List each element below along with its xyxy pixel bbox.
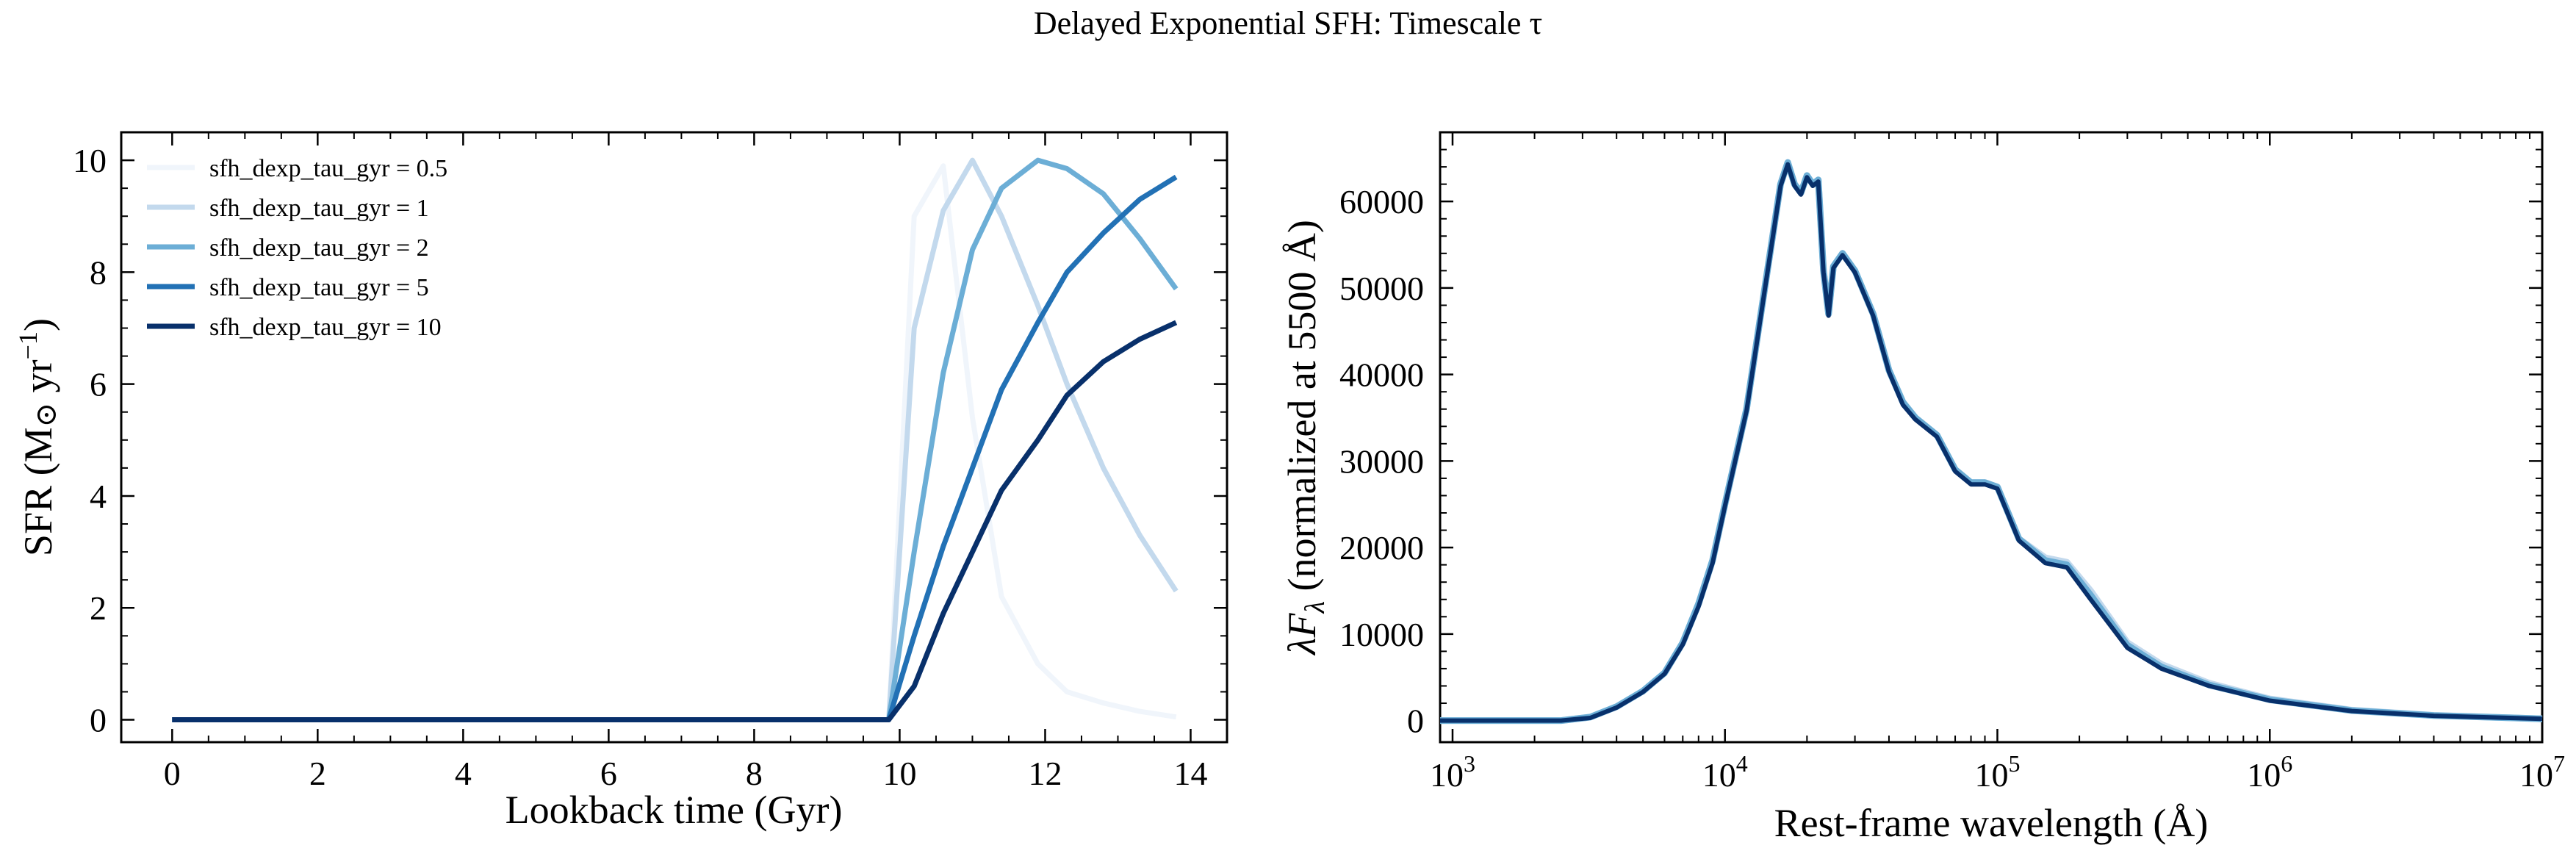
- sed-plot-frame: [1439, 131, 2544, 744]
- sfh-y-axis-label: SFR (M⊙ yr−1): [13, 318, 62, 556]
- sfh-x-tick-label: 2: [309, 755, 326, 792]
- sed-y-tick-label: 20000: [1339, 529, 1424, 567]
- sfh-x-tick-label: 10: [882, 755, 916, 792]
- sed-ticks: 103 104 105 106 107 0 10000 20000 30000 40000 5000…: [1339, 132, 2565, 794]
- sed-y-axis-label: λFλ (normalized at 5500 Å): [1280, 220, 1331, 656]
- sfh-plot-frame: [120, 131, 1228, 744]
- sfh-legend-label: sfh_dexp_tau_gyr = 2: [209, 234, 429, 262]
- sfh-x-tick-label: 4: [455, 755, 472, 792]
- sfh-x-tick-label: 6: [600, 755, 617, 792]
- sfh-y-tick-label: 0: [90, 702, 107, 739]
- sed-y-tick-label: 50000: [1339, 270, 1424, 307]
- sfh-chart: 0 2 4 6 8 10 12 14 0 2 4 6 8 10 sfh_dexp_tau_gyr = 0.…: [13, 131, 1228, 832]
- sed-series-line-2: [1440, 162, 2543, 723]
- sfh-x-tick-label: 0: [164, 755, 181, 792]
- sed-series-line-1: [1440, 159, 2543, 725]
- sfh-legend-label: sfh_dexp_tau_gyr = 10: [209, 314, 442, 341]
- sfh-legend-label: sfh_dexp_tau_gyr = 5: [209, 274, 429, 301]
- sfh-legend: sfh_dexp_tau_gyr = 0.5 sfh_dexp_tau_gyr =…: [147, 155, 447, 341]
- sed-y-tick-label: 40000: [1339, 356, 1424, 394]
- sfh-y-tick-label: 8: [90, 254, 107, 291]
- sed-y-tick-label: 10000: [1339, 616, 1424, 653]
- sfh-series-line-4: [172, 320, 1178, 722]
- sed-x-tick-label: 107: [2519, 750, 2565, 794]
- sfh-legend-label: sfh_dexp_tau_gyr = 1: [209, 195, 429, 222]
- figure-title: Delayed Exponential SFH: Timescale τ: [1034, 5, 1542, 41]
- sfh-y-tick-label: 6: [90, 366, 107, 403]
- sed-y-tick-label: 60000: [1339, 183, 1424, 220]
- sed-y-tick-label: 30000: [1339, 442, 1424, 480]
- sed-chart: 103 104 105 106 107 0 10000 20000 30000 40000 5000…: [1280, 131, 2565, 845]
- sed-series: [1440, 159, 2543, 725]
- sed-x-tick-label: 105: [1974, 750, 2020, 794]
- sfh-x-tick-label: 14: [1173, 755, 1207, 792]
- sfh-legend-label: sfh_dexp_tau_gyr = 0.5: [209, 155, 447, 182]
- sed-x-tick-label: 106: [2247, 750, 2292, 794]
- sed-x-tick-label: 104: [1702, 750, 1748, 794]
- sed-x-tick-label: 103: [1430, 750, 1475, 794]
- sfh-series: [172, 157, 1179, 722]
- sfh-y-tick-label: 4: [90, 478, 107, 515]
- sfh-ticks: 0 2 4 6 8 10 12 14 0 2 4 6 8 10: [73, 132, 1227, 792]
- sed-series-line-0: [1440, 159, 2543, 725]
- sfh-x-tick-label: 8: [746, 755, 763, 792]
- sfh-y-tick-label: 2: [90, 589, 107, 627]
- sed-x-axis-label: Rest-frame wavelength (Å): [1774, 801, 2209, 845]
- sfh-y-tick-label: 10: [73, 142, 107, 179]
- sfh-x-axis-label: Lookback time (Gyr): [506, 788, 843, 832]
- sfh-x-tick-label: 12: [1028, 755, 1062, 792]
- sed-y-tick-label: 0: [1407, 702, 1424, 740]
